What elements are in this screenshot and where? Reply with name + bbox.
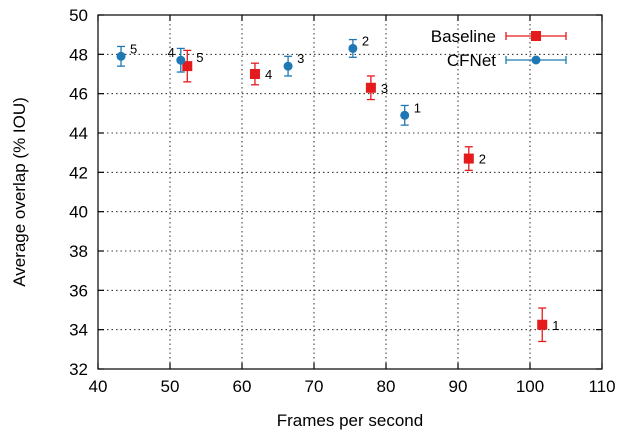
data-point: 3 bbox=[365, 75, 388, 101]
x-tick-label: 100 bbox=[516, 377, 544, 396]
data-point: 4 bbox=[168, 45, 186, 73]
plot-frame bbox=[97, 14, 603, 370]
data-point: 4 bbox=[249, 62, 272, 86]
point-label: 5 bbox=[196, 50, 203, 65]
x-tick-label: 90 bbox=[449, 377, 468, 396]
circle-marker bbox=[116, 51, 126, 61]
point-label: 4 bbox=[265, 67, 272, 82]
point-label: 1 bbox=[414, 100, 421, 115]
square-marker bbox=[249, 69, 260, 79]
y-tick-label: 40 bbox=[69, 203, 88, 222]
data-point: 1 bbox=[400, 100, 421, 126]
point-label: 2 bbox=[362, 33, 369, 48]
y-tick-label: 42 bbox=[69, 163, 88, 182]
data-point: 2 bbox=[348, 33, 369, 58]
x-tick-label: 70 bbox=[305, 377, 324, 396]
x-tick-label: 110 bbox=[588, 377, 615, 396]
point-label: 4 bbox=[168, 45, 175, 60]
y-tick-label: 34 bbox=[69, 321, 88, 340]
y-tick-label: 46 bbox=[69, 85, 88, 104]
data-points: 1 2 3 4 5 1 2 3 4 5 bbox=[116, 33, 559, 343]
grid bbox=[98, 15, 602, 369]
y-tick-label: 38 bbox=[69, 242, 88, 261]
legend-square-marker bbox=[531, 31, 541, 41]
x-tick-label: 60 bbox=[233, 377, 252, 396]
square-marker bbox=[365, 82, 376, 93]
data-point: 1 bbox=[537, 307, 559, 343]
data-point: 3 bbox=[283, 51, 304, 77]
y-tick-label: 50 bbox=[69, 6, 88, 25]
x-tick-label: 50 bbox=[161, 377, 180, 396]
legend-circle-marker bbox=[531, 55, 541, 65]
point-label: 2 bbox=[479, 152, 486, 167]
point-label: 3 bbox=[297, 51, 304, 66]
x-tick-label: 40 bbox=[89, 377, 108, 396]
data-point: 2 bbox=[463, 146, 486, 172]
legend-label: Baseline bbox=[431, 27, 496, 46]
y-tick-label: 36 bbox=[69, 281, 88, 300]
data-point: 5 bbox=[116, 41, 137, 67]
square-marker bbox=[463, 153, 474, 164]
square-marker bbox=[537, 319, 548, 330]
circle-marker bbox=[348, 43, 358, 53]
circle-marker bbox=[283, 61, 293, 71]
y-tick-label: 32 bbox=[69, 360, 88, 379]
data-point: 5 bbox=[182, 49, 204, 83]
x-axis-title: Frames per second bbox=[277, 411, 423, 430]
y-axis-title: Average overlap (% IOU) bbox=[10, 97, 29, 287]
circle-marker bbox=[176, 55, 186, 65]
axes: 40 50 60 70 80 90 100 11032343638404244464850Fr… bbox=[10, 6, 616, 430]
point-label: 5 bbox=[130, 41, 137, 56]
y-tick-label: 44 bbox=[69, 124, 88, 143]
legend: Baseline CFNet bbox=[431, 27, 567, 70]
x-tick-label: 80 bbox=[377, 377, 396, 396]
square-marker bbox=[182, 61, 193, 72]
circle-marker bbox=[400, 110, 410, 120]
point-label: 1 bbox=[552, 318, 559, 333]
legend-label: CFNet bbox=[447, 51, 496, 70]
y-tick-label: 48 bbox=[69, 45, 88, 64]
point-label: 3 bbox=[381, 81, 388, 96]
